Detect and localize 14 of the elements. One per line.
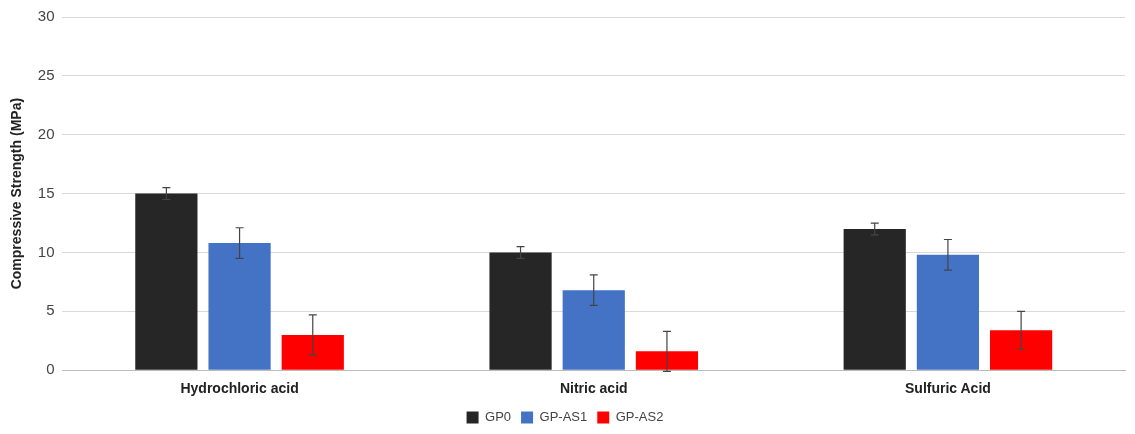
x-tick-label: Sulfuric Acid bbox=[905, 380, 991, 397]
legend-label: GP-AS1 bbox=[539, 409, 588, 425]
y-axis-title: Compressive Strength (MPa) bbox=[8, 97, 25, 290]
y-tick-label: 5 bbox=[46, 301, 55, 319]
y-tick-label: 30 bbox=[37, 7, 55, 25]
y-tick-label: 25 bbox=[37, 66, 55, 84]
y-tick-label: 10 bbox=[37, 242, 55, 260]
y-tick-label: 0 bbox=[46, 360, 55, 378]
x-tick-label: Hydrochloric acid bbox=[180, 380, 299, 397]
y-tick-label: 15 bbox=[37, 183, 55, 201]
y-tick-label: 20 bbox=[37, 124, 55, 142]
x-tick-label: Nitric acid bbox=[559, 380, 628, 397]
legend-label: GP-AS2 bbox=[615, 409, 664, 425]
legend-label: GP0 bbox=[485, 409, 512, 425]
